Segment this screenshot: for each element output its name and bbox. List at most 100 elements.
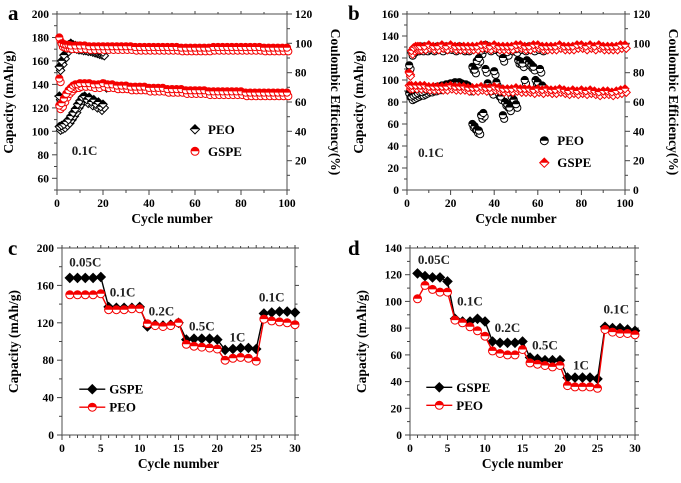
svg-text:15: 15 [517, 443, 529, 455]
svg-text:40: 40 [391, 377, 403, 389]
svg-text:200: 200 [37, 243, 55, 255]
svg-text:Capacity (mAh/g): Capacity (mAh/g) [351, 50, 366, 153]
svg-text:80: 80 [391, 323, 403, 335]
svg-text:20: 20 [388, 163, 400, 175]
svg-text:0.05C: 0.05C [418, 252, 450, 267]
panel-d: 0 5 10 15 20 25 30 0 20 40 60 80 100 120 140 Cycle numb… [340, 235, 681, 483]
panel-b: 0 20 40 60 80 100 0 20 40 60 80 100 120 140 160 0 20 40 60… [340, 0, 681, 235]
svg-text:60: 60 [391, 350, 403, 362]
svg-text:200: 200 [32, 9, 50, 21]
svg-text:160: 160 [37, 280, 55, 292]
svg-text:20: 20 [554, 443, 566, 455]
svg-text:0.5C: 0.5C [532, 338, 558, 353]
svg-text:60: 60 [388, 119, 400, 131]
svg-text:30: 30 [629, 443, 641, 455]
svg-text:100: 100 [385, 296, 403, 308]
panel-d-plot: 0 5 10 15 20 25 30 0 20 40 60 80 100 120 140 Cycle numb… [354, 243, 641, 471]
svg-text:25: 25 [592, 443, 604, 455]
svg-text:80: 80 [43, 355, 55, 367]
svg-text:0.1C: 0.1C [457, 293, 483, 308]
svg-text:40: 40 [488, 198, 500, 210]
svg-text:0.1C: 0.1C [603, 302, 629, 317]
svg-text:100: 100 [616, 198, 634, 210]
svg-text:Cycle number: Cycle number [138, 456, 219, 471]
svg-text:80: 80 [388, 97, 400, 109]
svg-text:PEO: PEO [557, 133, 584, 148]
svg-text:Capacity (mAh/g): Capacity (mAh/g) [6, 290, 21, 393]
svg-text:0: 0 [393, 185, 399, 197]
svg-text:0.1C: 0.1C [418, 145, 444, 160]
svg-text:100: 100 [295, 38, 313, 50]
svg-text:Coulombic Efficiency(%): Coulombic Efficiency(%) [328, 29, 340, 176]
svg-text:40: 40 [633, 126, 645, 138]
svg-text:PEO: PEO [208, 122, 235, 137]
svg-text:0.1C: 0.1C [259, 289, 285, 304]
svg-text:140: 140 [382, 31, 400, 43]
panel-letter-a: a [8, 1, 19, 25]
svg-text:Cycle number: Cycle number [482, 456, 563, 471]
svg-text:20: 20 [212, 443, 224, 455]
svg-text:0.05C: 0.05C [69, 255, 101, 270]
svg-text:GSPE: GSPE [456, 380, 490, 395]
svg-text:Cycle number: Cycle number [131, 211, 212, 226]
panel-a-plot: 0 20 40 60 80 100 60 80 100 120 140 160 180 200 20 40 60… [1, 9, 340, 226]
svg-text:0: 0 [633, 185, 639, 197]
svg-text:40: 40 [143, 198, 155, 210]
svg-text:60: 60 [633, 97, 645, 109]
svg-text:100: 100 [32, 126, 50, 138]
svg-text:120: 120 [382, 53, 400, 65]
svg-text:20: 20 [633, 156, 645, 168]
svg-text:0.2C: 0.2C [495, 320, 521, 335]
svg-text:80: 80 [295, 68, 307, 80]
svg-text:20: 20 [445, 198, 457, 210]
panel-a: 0 20 40 60 80 100 60 80 100 120 140 160 180 200 20 40 60… [0, 0, 340, 235]
svg-text:0.2C: 0.2C [149, 303, 175, 318]
svg-text:0.1C: 0.1C [72, 143, 98, 158]
panel-b-plot: 0 20 40 60 80 1000204060801001201401600204060… [351, 9, 681, 226]
svg-text:40: 40 [43, 393, 55, 405]
svg-text:160: 160 [382, 9, 400, 21]
svg-text:0.5C: 0.5C [189, 318, 215, 333]
svg-text:1C: 1C [230, 330, 246, 345]
svg-text:0: 0 [48, 430, 54, 442]
svg-text:120: 120 [385, 270, 403, 282]
panel-letter-c: c [8, 236, 18, 260]
svg-text:10: 10 [479, 443, 491, 455]
svg-text:20: 20 [97, 198, 109, 210]
panel-letter-b: b [348, 1, 360, 25]
svg-text:60: 60 [189, 198, 201, 210]
svg-text:60: 60 [532, 198, 544, 210]
svg-text:10: 10 [134, 443, 146, 455]
svg-text:60: 60 [295, 97, 307, 109]
svg-text:25: 25 [250, 443, 262, 455]
svg-text:0: 0 [404, 198, 410, 210]
svg-text:60: 60 [38, 173, 50, 185]
panel-letter-d: d [348, 236, 360, 260]
svg-text:140: 140 [32, 79, 50, 91]
svg-text:80: 80 [576, 198, 588, 210]
svg-text:20: 20 [391, 403, 403, 415]
svg-text:1C: 1C [573, 358, 589, 373]
svg-text:Coulombic Efficiency(%): Coulombic Efficiency(%) [666, 29, 681, 176]
svg-text:5: 5 [445, 443, 451, 455]
svg-text:GSPE: GSPE [109, 382, 143, 397]
svg-text:GSPE: GSPE [557, 155, 591, 170]
svg-text:100: 100 [633, 38, 651, 50]
svg-text:0.1C: 0.1C [110, 285, 136, 300]
svg-text:5: 5 [98, 443, 104, 455]
svg-text:30: 30 [289, 443, 301, 455]
svg-text:80: 80 [38, 150, 50, 162]
svg-text:120: 120 [295, 9, 313, 21]
svg-text:Cycle number: Cycle number [475, 211, 556, 226]
svg-text:100: 100 [382, 75, 400, 87]
svg-text:40: 40 [295, 126, 307, 138]
panel-c: 0 5 10 15 20 25 30 0 40 80 120 160 200 Cycle number Ca… [0, 235, 340, 483]
panel-c-plot: 0 5 10 15 20 25 30 0 40 80 120 160 200 Cycle number Ca… [6, 243, 301, 471]
svg-text:180: 180 [32, 33, 50, 45]
svg-text:120: 120 [37, 318, 55, 330]
svg-text:Capacity (mAh/g): Capacity (mAh/g) [1, 50, 16, 153]
svg-text:20: 20 [295, 156, 307, 168]
svg-text:40: 40 [388, 141, 400, 153]
svg-text:15: 15 [173, 443, 185, 455]
